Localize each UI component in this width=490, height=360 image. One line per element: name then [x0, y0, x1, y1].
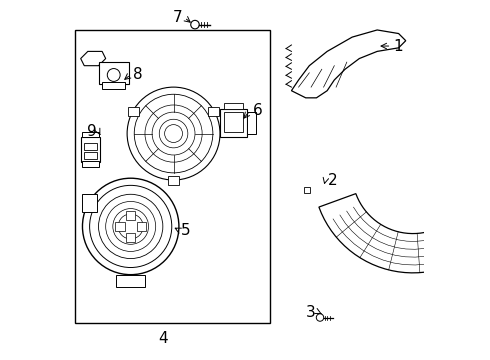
Bar: [82, 161, 98, 167]
Text: 1: 1: [394, 39, 403, 54]
Text: 9: 9: [87, 124, 96, 139]
Bar: [223, 103, 243, 109]
Text: 2: 2: [328, 172, 337, 188]
Bar: [128, 107, 139, 116]
Polygon shape: [292, 30, 406, 98]
Bar: [83, 143, 98, 150]
Bar: [83, 152, 98, 158]
Bar: [137, 222, 146, 231]
Bar: [208, 107, 219, 116]
Bar: [247, 112, 256, 134]
Polygon shape: [81, 51, 106, 66]
Bar: [126, 211, 135, 220]
Bar: [223, 112, 243, 132]
Bar: [81, 137, 100, 162]
Bar: [98, 62, 129, 84]
Bar: [168, 176, 179, 185]
Text: 4: 4: [158, 332, 168, 346]
Text: 8: 8: [133, 67, 143, 82]
Bar: [115, 222, 124, 231]
Bar: [304, 187, 310, 193]
Text: 3: 3: [306, 305, 316, 320]
Bar: [82, 194, 97, 212]
Bar: [102, 82, 125, 89]
Text: 7: 7: [172, 10, 182, 25]
Bar: [126, 233, 135, 242]
Bar: [75, 30, 270, 323]
Polygon shape: [319, 183, 490, 273]
Text: 5: 5: [181, 222, 191, 238]
Bar: [117, 275, 145, 287]
Text: 6: 6: [253, 103, 262, 118]
Bar: [82, 132, 98, 137]
Bar: [220, 109, 247, 137]
